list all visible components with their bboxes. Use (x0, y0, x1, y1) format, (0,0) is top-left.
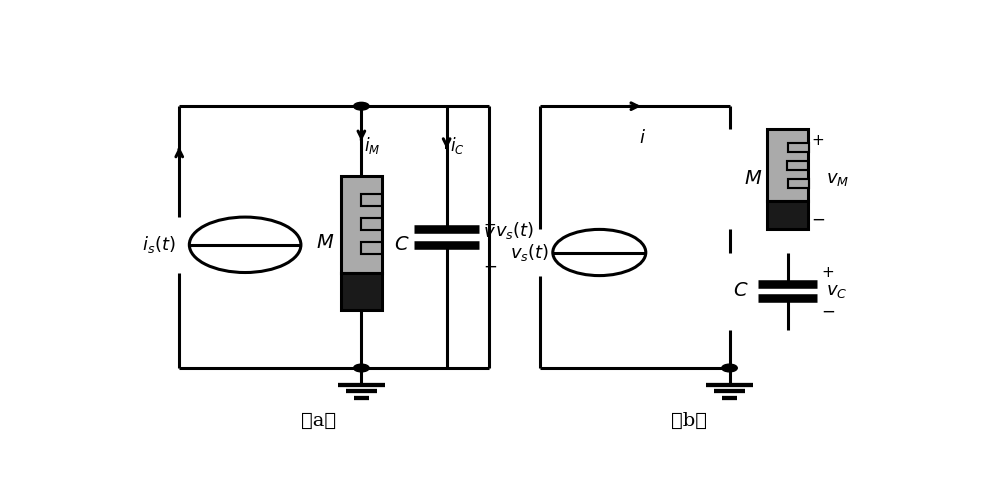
Bar (341, 272, 382, 310)
Text: $C$: $C$ (394, 236, 409, 254)
Bar (767, 202, 808, 230)
Text: $i_C$: $i_C$ (450, 135, 464, 156)
Bar (788, 179, 809, 188)
Bar (341, 176, 382, 272)
Text: $+$: $+$ (821, 266, 834, 280)
Text: $v_s(t)$: $v_s(t)$ (495, 220, 534, 241)
Bar (361, 194, 382, 205)
Text: $C$: $C$ (733, 282, 749, 300)
Text: $v_M$: $v_M$ (826, 170, 850, 188)
Bar (767, 130, 808, 202)
Text: $M$: $M$ (744, 170, 762, 188)
Text: $+$: $+$ (483, 218, 496, 233)
Bar (361, 242, 382, 254)
Text: $M$: $M$ (316, 234, 334, 252)
Text: $v$: $v$ (483, 223, 496, 241)
Text: $i_M$: $i_M$ (364, 135, 381, 156)
Text: $-$: $-$ (821, 302, 835, 320)
Text: $v_C$: $v_C$ (826, 282, 848, 300)
Text: $-$: $-$ (811, 210, 825, 228)
Circle shape (722, 364, 737, 372)
Circle shape (354, 102, 369, 110)
Circle shape (354, 364, 369, 372)
Bar (787, 161, 808, 170)
Text: $-$: $-$ (483, 256, 497, 274)
Bar (788, 143, 809, 152)
Bar (361, 218, 382, 230)
Text: （b）: （b） (671, 412, 707, 430)
Text: $i_s(t)$: $i_s(t)$ (142, 234, 175, 256)
Text: （a）: （a） (301, 412, 336, 430)
Text: $+$: $+$ (811, 133, 824, 148)
Text: $i$: $i$ (639, 130, 646, 148)
Text: $v_s(t)$: $v_s(t)$ (510, 242, 549, 263)
